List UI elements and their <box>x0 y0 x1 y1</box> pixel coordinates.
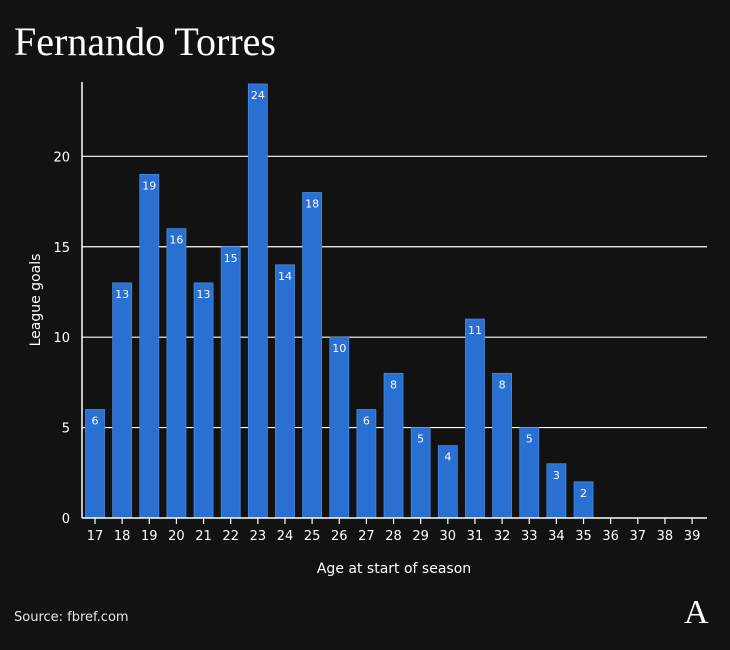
x-tick-label: 23 <box>250 529 267 544</box>
x-tick-label: 24 <box>277 529 294 544</box>
bar-value-label: 16 <box>169 234 183 247</box>
bar-value-label: 13 <box>197 288 211 301</box>
bar <box>302 192 323 519</box>
bar-value-label: 2 <box>580 487 587 500</box>
x-tick-label: 18 <box>114 529 131 544</box>
x-tick-label: 35 <box>575 529 592 544</box>
x-tick-label: 38 <box>657 529 674 544</box>
bar-value-label: 6 <box>363 415 370 428</box>
y-tick-label: 15 <box>53 241 70 256</box>
bar <box>247 83 268 519</box>
bar <box>220 246 241 519</box>
x-tick-label: 33 <box>521 529 538 544</box>
bar-value-label: 5 <box>526 433 533 446</box>
bar-value-label: 11 <box>468 324 482 337</box>
bar-value-label: 19 <box>142 179 156 192</box>
bar-value-label: 4 <box>444 451 451 464</box>
x-tick-label: 27 <box>358 529 375 544</box>
x-tick-labels: 17 18 19 20 21 22 23 24 25 26 27 28 29 30 31 32 33 34 35 36… <box>87 518 701 544</box>
x-tick-label: 37 <box>630 529 647 544</box>
y-tick-label: 20 <box>53 150 70 165</box>
bar <box>492 372 513 519</box>
athletic-logo: A <box>684 594 709 631</box>
bar <box>166 228 187 519</box>
bar <box>329 336 350 519</box>
bar <box>275 264 295 519</box>
bar-value-label: 24 <box>251 89 265 102</box>
bar-value-label: 18 <box>305 198 319 211</box>
x-tick-label: 21 <box>195 529 212 544</box>
bar <box>193 282 214 519</box>
source-note: Source: fbref.com <box>14 610 129 625</box>
bar <box>139 174 160 519</box>
y-tick-labels: 0 5 10 15 20 <box>53 150 70 527</box>
x-tick-label: 25 <box>304 529 321 544</box>
bar <box>383 372 404 519</box>
y-tick-label: 10 <box>53 331 70 346</box>
x-tick-label: 19 <box>141 529 158 544</box>
bar-value-label: 13 <box>115 288 129 301</box>
bar-value-label: 6 <box>92 415 99 428</box>
chart-title: Fernando Torres <box>14 19 276 64</box>
x-tick-label: 26 <box>331 529 348 544</box>
bar-value-label: 8 <box>390 378 397 391</box>
x-tick-label: 32 <box>494 529 511 544</box>
x-tick-label: 28 <box>385 529 402 544</box>
y-tick-label: 0 <box>62 512 70 527</box>
bar-value-label: 5 <box>417 433 424 446</box>
bar-value-label: 3 <box>553 469 560 482</box>
x-tick-label: 20 <box>168 529 185 544</box>
bar <box>465 318 485 519</box>
x-tick-label: 36 <box>602 529 619 544</box>
x-tick-label: 34 <box>548 529 565 544</box>
y-tick-label: 5 <box>62 422 70 437</box>
x-tick-label: 17 <box>87 529 104 544</box>
axes <box>81 82 707 519</box>
bar <box>112 282 133 519</box>
bar-value-label: 10 <box>332 342 346 355</box>
bar-value-label: 8 <box>499 378 506 391</box>
x-tick-label: 22 <box>222 529 239 544</box>
y-axis-label: League goals <box>28 254 44 347</box>
x-tick-label: 31 <box>467 529 484 544</box>
x-tick-label: 29 <box>412 529 429 544</box>
bars: 6 13 19 16 13 15 24 14 18 10 6 8 5 4 11 8 5 3 2 <box>85 83 594 519</box>
x-tick-label: 30 <box>440 529 457 544</box>
bar-value-label: 15 <box>224 252 238 265</box>
x-axis-label: Age at start of season <box>317 561 471 577</box>
bar-value-label: 14 <box>278 270 292 283</box>
x-tick-label: 39 <box>684 529 701 544</box>
